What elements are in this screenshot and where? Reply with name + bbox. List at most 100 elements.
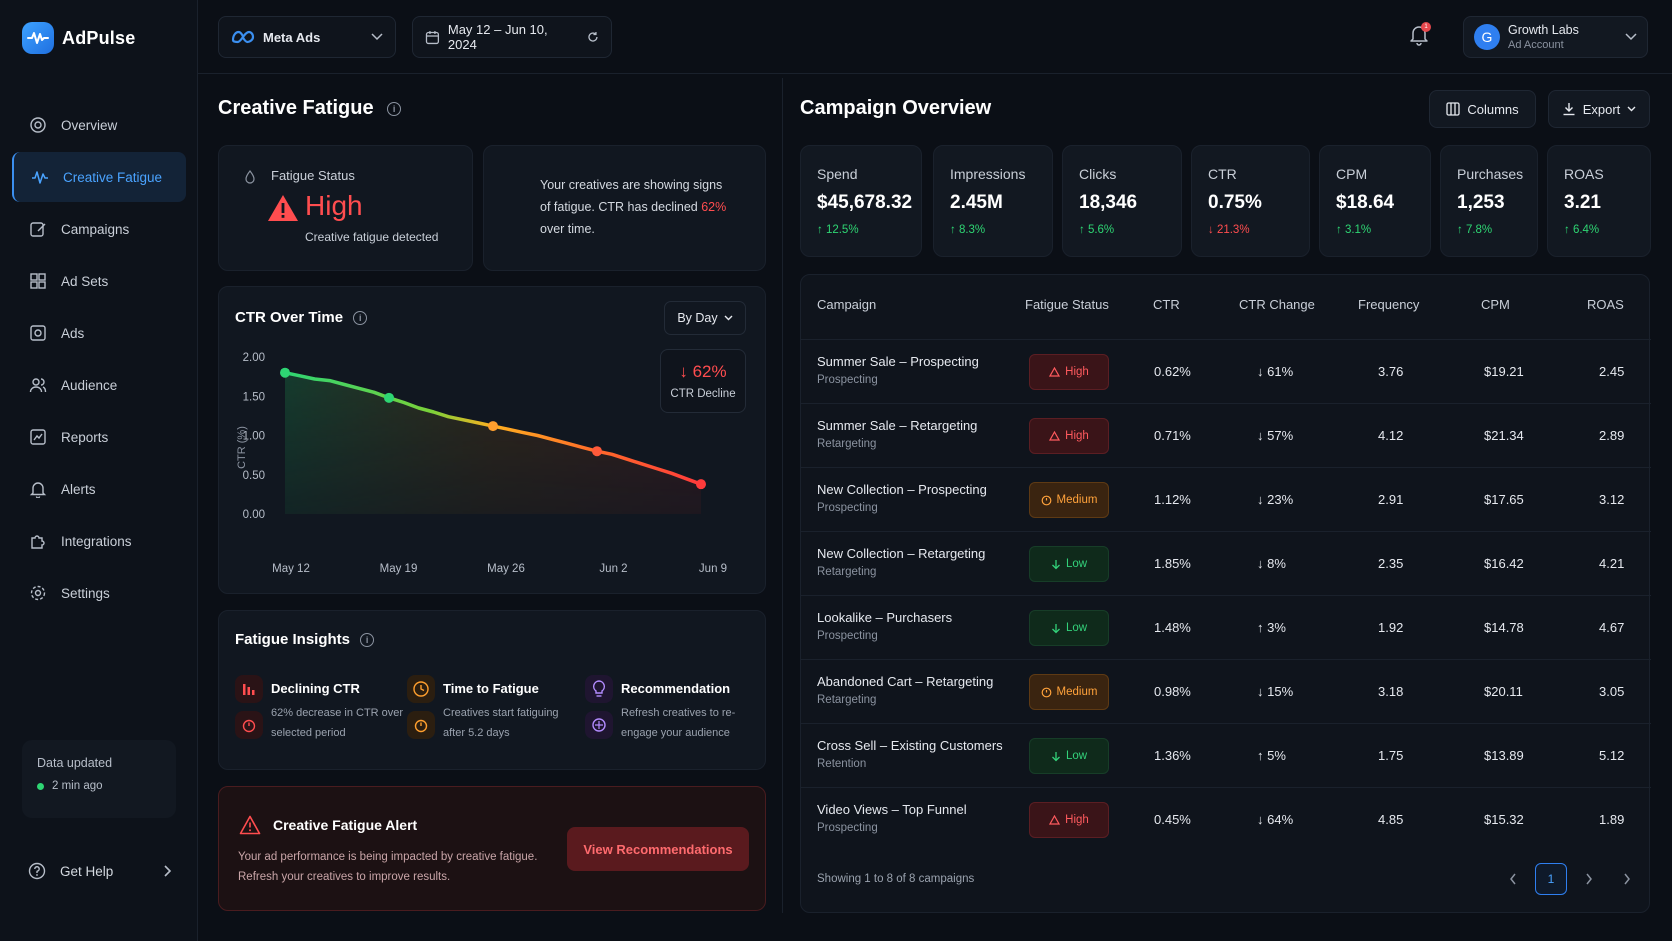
columns-button[interactable]: Columns (1429, 90, 1536, 128)
sidebar-item-label: Campaigns (61, 221, 130, 237)
data-point (280, 367, 290, 378)
info-icon[interactable]: i (360, 633, 375, 648)
campaign-name[interactable]: Summer Sale – Prospecting (817, 354, 979, 369)
table-row[interactable]: Abandoned Cart – Retargeting Retargeting M… (801, 659, 1651, 723)
campaign-name[interactable]: Video Views – Top Funnel (817, 802, 967, 817)
notifications-button[interactable]: 1 (1409, 22, 1431, 51)
sidebar-item-integrations[interactable]: Integrations (12, 516, 186, 566)
campaign-name[interactable]: New Collection – Retargeting (817, 546, 986, 561)
export-button[interactable]: Export (1548, 90, 1650, 128)
ctr-cell: 0.98% (1154, 684, 1191, 699)
campaign-name[interactable]: New Collection – Prospecting (817, 482, 987, 497)
sidebar-item-settings[interactable]: Settings (12, 568, 186, 618)
bar-chart-down-icon (235, 675, 263, 703)
campaign-name[interactable]: Summer Sale – Retargeting (817, 418, 978, 433)
fatigue-status-badge: High (1029, 418, 1109, 454)
kpi-card-spend: Spend $45,678.32 ↑ 12.5% (800, 145, 922, 257)
campaign-name[interactable]: Lookalike – Purchasers (817, 610, 953, 625)
sidebar-item-label: Alerts (61, 481, 96, 497)
topbar: Meta Ads May 12 – Jun 10, 2024 1 G Growt… (198, 0, 1672, 74)
table-row[interactable]: Cross Sell – Existing Customers Retention… (801, 723, 1651, 787)
campaign-name[interactable]: Abandoned Cart – Retargeting (817, 674, 994, 689)
ctr-change-cell: ↓ 61% (1257, 364, 1294, 379)
export-label: Export (1582, 101, 1621, 117)
fatigue-status-text: Low (1065, 622, 1088, 634)
chevron-right-icon (164, 865, 172, 877)
alert-triangle-icon (1049, 367, 1061, 377)
kpi-label: ROAS (1564, 166, 1604, 182)
ctr-cell: 0.45% (1154, 812, 1191, 827)
sidebar-nav: Overview Creative Fatigue Campaigns Ad Sets… (12, 100, 186, 620)
table-row[interactable]: Summer Sale – Prospecting Prospecting High… (801, 339, 1651, 403)
pagination-page-button[interactable]: 1 (1535, 863, 1567, 895)
sidebar-item-ad-sets[interactable]: Ad Sets (12, 256, 186, 306)
account-switcher[interactable]: G Growth Labs Ad Account (1463, 16, 1648, 58)
clock-icon (1041, 495, 1051, 505)
pagination-last-button[interactable] (1611, 863, 1643, 895)
table-row[interactable]: New Collection – Prospecting Prospecting M… (801, 467, 1651, 531)
frequency-cell: 3.76 (1378, 364, 1404, 379)
fatigue-status-text: Medium (1056, 494, 1098, 506)
gear-icon (30, 585, 46, 601)
sidebar-item-label: Ads (61, 325, 85, 341)
data-point (592, 446, 602, 457)
table-row[interactable]: New Collection – Retargeting Retargeting L… (801, 531, 1651, 595)
y-tick-label: 1.50 (243, 391, 265, 403)
pulse-logo-icon (22, 22, 54, 54)
grid-icon (30, 273, 46, 289)
pagination-prev-button[interactable] (1497, 863, 1529, 895)
sidebar-item-alerts[interactable]: Alerts (12, 464, 186, 514)
sidebar-item-label: Overview (61, 117, 118, 133)
help-circle-icon (28, 862, 46, 880)
info-icon[interactable]: i (387, 101, 402, 116)
info-icon[interactable]: i (353, 311, 368, 326)
target-icon (30, 117, 46, 133)
fatigue-status-text: Low (1065, 558, 1088, 570)
brand-logo[interactable]: AdPulse (22, 22, 135, 54)
fatigue-message-text: Your creatives are showing signs of fati… (540, 178, 723, 214)
kpi-label: CTR (1208, 166, 1237, 182)
table-row[interactable]: Lookalike – Purchasers Prospecting Low 1.48… (801, 595, 1651, 659)
kpi-change: ↑ 12.5% (817, 224, 859, 236)
insight-desc: Creatives start fatiguing after 5.2 days (443, 707, 559, 739)
data-updated-value: 2 min ago (52, 780, 103, 792)
date-range-picker[interactable]: May 12 – Jun 10, 2024 (412, 16, 612, 58)
table-row[interactable]: Video Views – Top Funnel Prospecting High 0… (801, 787, 1651, 851)
campaign-type: Retargeting (817, 438, 877, 450)
column-header-ctr[interactable]: CTR (1153, 297, 1180, 312)
platform-label: Meta Ads (263, 29, 321, 45)
sidebar-item-creative-fatigue[interactable]: Creative Fatigue (12, 152, 186, 202)
column-header-frequency[interactable]: Frequency (1358, 297, 1420, 312)
sidebar-item-reports[interactable]: Reports (12, 412, 186, 462)
column-header-ctr-change[interactable]: CTR Change (1239, 297, 1315, 312)
frequency-cell: 2.91 (1378, 492, 1404, 507)
frequency-cell: 1.75 (1378, 748, 1404, 763)
x-tick-label: May 19 (380, 563, 418, 575)
page-title: Creative Fatigue i (218, 97, 402, 120)
kpi-label: CPM (1336, 166, 1368, 182)
sidebar-item-overview[interactable]: Overview (12, 100, 186, 150)
column-header-campaign[interactable]: Campaign (817, 297, 877, 312)
sidebar-item-ads[interactable]: Ads (12, 308, 186, 358)
campaign-name[interactable]: Cross Sell – Existing Customers (817, 738, 1003, 753)
column-header-roas[interactable]: ROAS (1587, 297, 1624, 312)
get-help-label: Get Help (60, 863, 114, 879)
sidebar-item-audience[interactable]: Audience (12, 360, 186, 410)
table-row[interactable]: Summer Sale – Retargeting Retargeting High… (801, 403, 1651, 467)
refresh-icon[interactable] (587, 31, 599, 43)
platform-selector[interactable]: Meta Ads (218, 16, 396, 58)
arrow-down-icon (1051, 751, 1060, 761)
column-header-fatigue-status[interactable]: Fatigue Status (1025, 297, 1109, 312)
column-header-cpm[interactable]: CPM (1481, 297, 1510, 312)
granularity-dropdown[interactable]: By Day (664, 301, 746, 335)
view-recommendations-button[interactable]: View Recommendations (567, 827, 749, 871)
roas-cell: 2.89 (1599, 428, 1625, 443)
kpi-value: 1,253 (1457, 192, 1505, 213)
pagination-next-button[interactable] (1573, 863, 1605, 895)
panel-divider (782, 78, 783, 913)
fatigue-status-label: Fatigue Status (271, 168, 355, 183)
kpi-card-roas: ROAS 3.21 ↑ 6.4% (1547, 145, 1651, 257)
fatigue-message-card: Your creatives are showing signs of fati… (483, 145, 766, 271)
get-help-button[interactable]: Get Help (28, 862, 172, 880)
sidebar-item-campaigns[interactable]: Campaigns (12, 204, 186, 254)
